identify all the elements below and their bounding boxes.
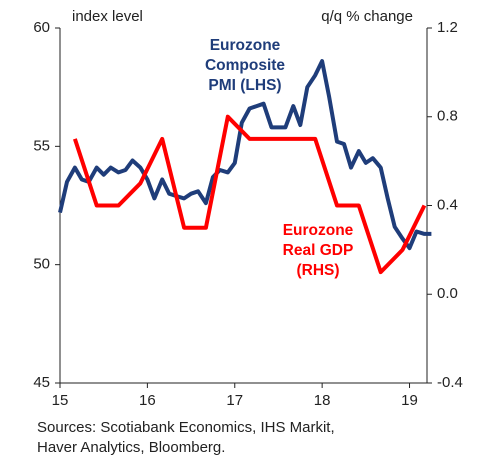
- y-tick-label: 50: [33, 256, 50, 273]
- y-tick-label: 55: [33, 137, 50, 154]
- y2-tick-label: 0.4: [437, 196, 458, 213]
- y2-axis-label: q/q % change: [321, 8, 413, 25]
- series-label: Eurozone Composite PMI (LHS): [204, 37, 286, 94]
- y2-tick-label: 0.8: [437, 108, 458, 125]
- x-tick-label: 17: [226, 392, 243, 409]
- x-tick-label: 19: [401, 392, 418, 409]
- source-note: Sources: Scotiabank Economics, IHS Marki…: [37, 419, 335, 456]
- x-tick-label: 16: [139, 392, 156, 409]
- series-line: [72, 114, 427, 275]
- series-label: Eurozone Real GDP (RHS): [282, 222, 354, 279]
- y2-tick-label: 0.0: [437, 285, 458, 302]
- y-tick-label: 60: [33, 19, 50, 36]
- series-line: [58, 59, 432, 251]
- y-tick-label: 45: [33, 374, 50, 391]
- y-axis-label: index level: [72, 8, 143, 25]
- x-tick-label: 18: [314, 392, 331, 409]
- y2-tick-label: -0.4: [437, 374, 463, 391]
- y2-tick-label: 1.2: [437, 19, 458, 36]
- x-tick-label: 15: [52, 392, 69, 409]
